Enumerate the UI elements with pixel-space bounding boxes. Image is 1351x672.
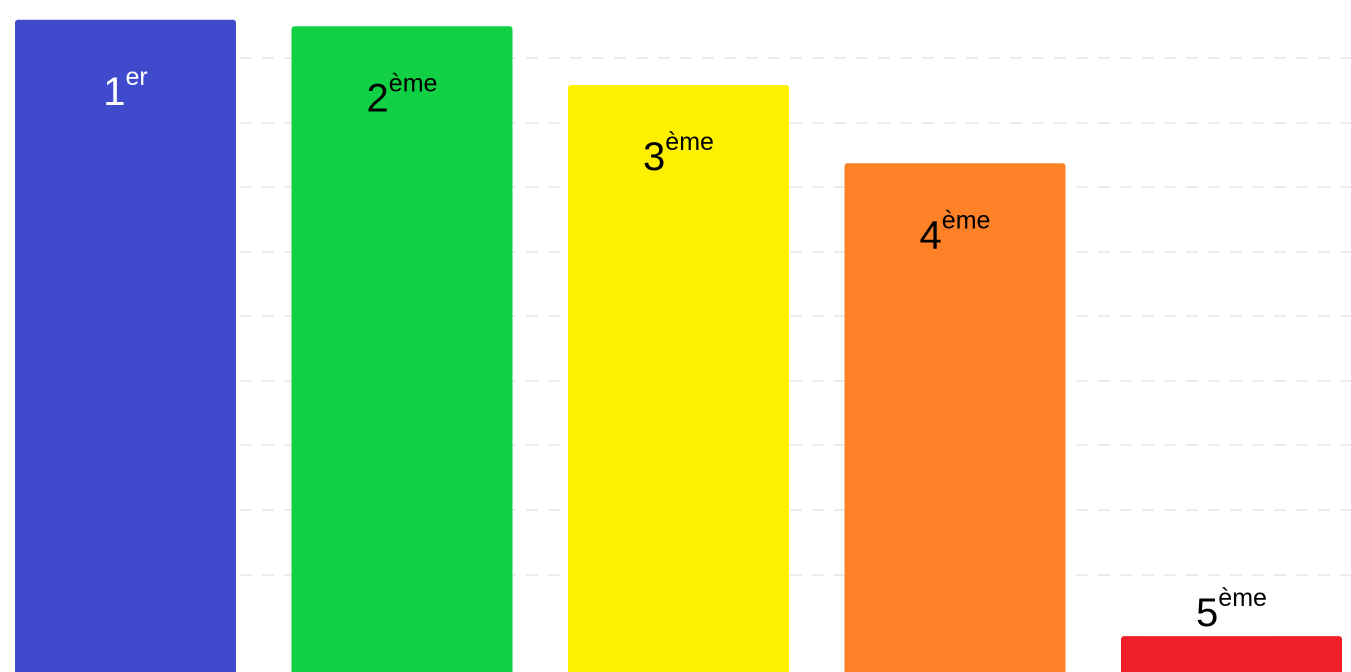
- bar-2: [291, 26, 513, 672]
- bar-label-rank: 4: [920, 213, 942, 257]
- bar-label-1: 1er: [103, 63, 147, 114]
- bar-label-3: 3ème: [643, 128, 714, 179]
- bar-label-5: 5ème: [1196, 584, 1267, 635]
- bar-label-2: 2ème: [367, 69, 438, 120]
- bar-label-rank: 3: [643, 135, 665, 179]
- bar-4: [844, 163, 1066, 672]
- bar-5: [1121, 636, 1342, 672]
- bar-label-rank: 5: [1196, 591, 1218, 635]
- bar-3: [568, 85, 789, 672]
- bar-label-rank: 2: [367, 76, 389, 120]
- bar-label-suffix: ème: [942, 206, 991, 234]
- bar-label-rank: 1: [103, 70, 125, 114]
- bar-label-suffix: er: [126, 63, 148, 91]
- bar-label-suffix: ème: [1218, 584, 1267, 612]
- bar-1: [15, 19, 236, 672]
- bar-label-suffix: ème: [389, 69, 438, 97]
- bars: [15, 19, 1342, 672]
- bar-label-4: 4ème: [920, 206, 991, 257]
- bar-label-suffix: ème: [665, 128, 714, 156]
